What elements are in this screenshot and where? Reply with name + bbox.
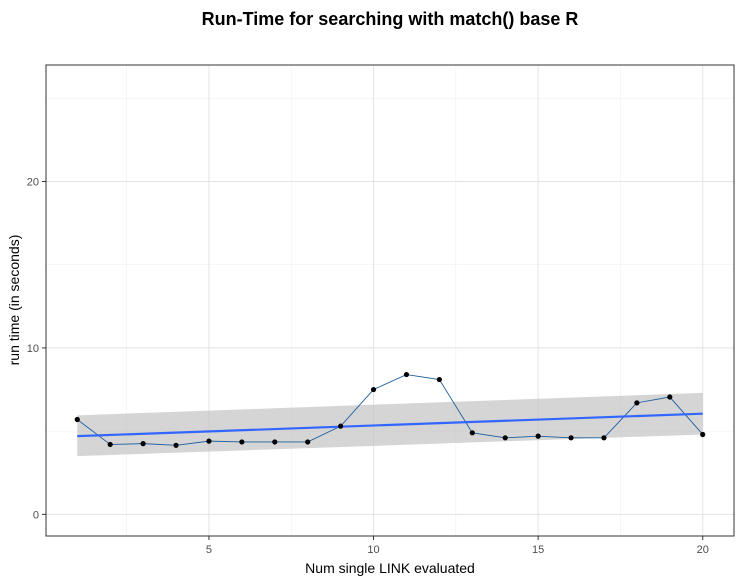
data-point (272, 439, 278, 445)
y-axis-title: run time (in seconds) (6, 235, 22, 366)
y-tick-label: 10 (27, 343, 39, 355)
data-point (107, 441, 113, 448)
data-point (338, 423, 344, 429)
x-tick-label: 5 (206, 544, 212, 556)
x-tick-label: 10 (367, 544, 379, 556)
data-point (305, 439, 311, 445)
data-point (601, 435, 607, 441)
data-point (667, 394, 673, 400)
data-point (403, 371, 410, 378)
data-point (140, 441, 146, 447)
x-axis-title: Num single LINK evaluated (305, 560, 475, 576)
data-point (370, 386, 377, 393)
chart-title: Run-Time for searching with match() base… (202, 9, 579, 29)
panel-border (45, 64, 735, 537)
data-point (634, 400, 640, 406)
y-tick-label: 20 (27, 177, 39, 189)
data-point (74, 416, 80, 423)
data-point (206, 438, 212, 444)
data-point (535, 433, 541, 439)
data-point (436, 376, 442, 383)
plot-panel: 5 10 15 20 0 10 20 (27, 64, 735, 556)
x-tick-label: 20 (697, 544, 709, 556)
data-point (239, 439, 245, 445)
panel-background (46, 65, 734, 536)
y-tick-label: 0 (33, 509, 39, 521)
x-tick-label: 15 (532, 544, 544, 556)
data-point (568, 435, 574, 441)
data-point (469, 430, 475, 436)
data-point (700, 431, 706, 438)
data-point (173, 442, 179, 448)
trend-line (77, 412, 703, 438)
series-line (77, 374, 704, 446)
data-point (502, 435, 508, 441)
